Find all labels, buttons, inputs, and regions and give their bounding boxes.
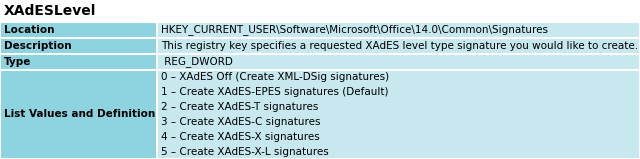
Text: Location: Location: [4, 25, 54, 35]
Bar: [0, 38, 157, 54]
Bar: [157, 22, 640, 38]
Bar: [157, 38, 640, 54]
Bar: [0, 54, 157, 70]
Text: HKEY_CURRENT_USER\Software\Microsoft\Office\14.0\Common\Signatures: HKEY_CURRENT_USER\Software\Microsoft\Off…: [161, 24, 548, 35]
Bar: [157, 70, 640, 159]
Text: This registry key specifies a requested XAdES level type signature you would lik: This registry key specifies a requested …: [161, 41, 638, 51]
Bar: [0, 22, 157, 38]
Text: Description: Description: [4, 41, 72, 51]
Text: REG_DWORD: REG_DWORD: [161, 56, 233, 67]
Text: 5 – Create XAdES-X-L signatures: 5 – Create XAdES-X-L signatures: [161, 147, 328, 157]
Text: Type: Type: [4, 57, 31, 67]
Text: 4 – Create XAdES-X signatures: 4 – Create XAdES-X signatures: [161, 132, 319, 142]
Text: XAdESLevel: XAdESLevel: [4, 4, 97, 18]
Bar: [157, 54, 640, 70]
Text: List Values and Definition: List Values and Definition: [4, 109, 156, 119]
Text: 1 – Create XAdES-EPES signatures (Default): 1 – Create XAdES-EPES signatures (Defaul…: [161, 87, 388, 97]
Text: 0 – XAdES Off (Create XML-DSig signatures): 0 – XAdES Off (Create XML-DSig signature…: [161, 72, 389, 82]
Text: 3 – Create XAdES-C signatures: 3 – Create XAdES-C signatures: [161, 117, 320, 127]
Text: 2 – Create XAdES-T signatures: 2 – Create XAdES-T signatures: [161, 102, 318, 112]
Bar: [0, 70, 157, 159]
